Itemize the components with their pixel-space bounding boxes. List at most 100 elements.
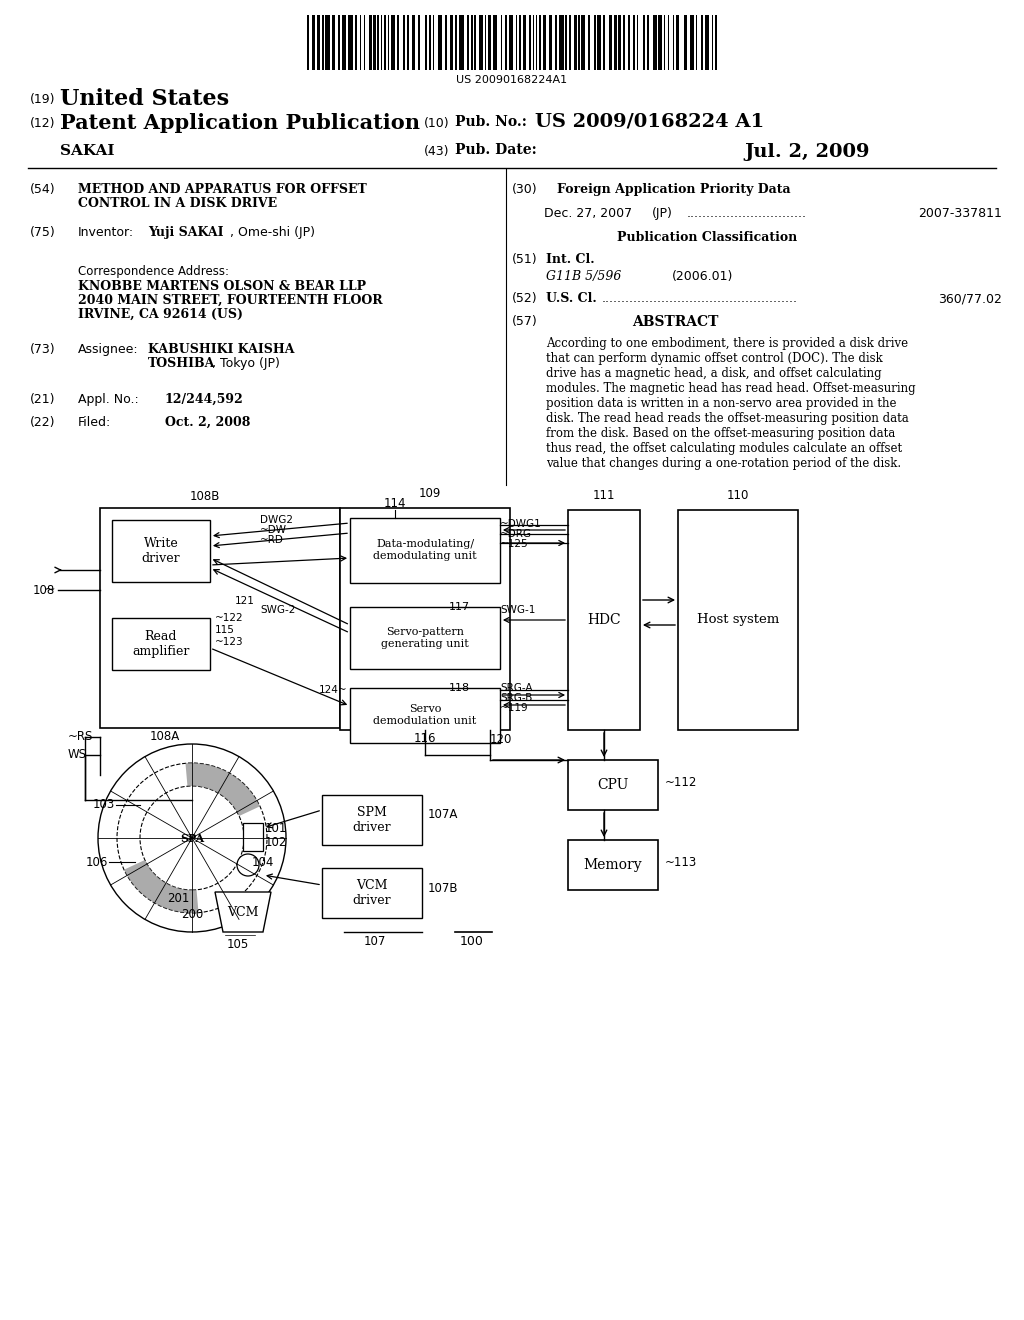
Text: 114: 114	[384, 498, 407, 510]
Bar	[579, 15, 580, 70]
Bar	[684, 15, 687, 70]
Text: ~DRG: ~DRG	[500, 529, 532, 539]
Bar	[695, 15, 697, 70]
Text: (43): (43)	[424, 145, 450, 158]
Text: 200: 200	[181, 908, 203, 921]
Wedge shape	[124, 859, 199, 913]
Bar	[549, 15, 552, 70]
Bar	[350, 688, 500, 743]
Text: 105: 105	[227, 939, 249, 950]
Text: Host system: Host system	[697, 614, 779, 627]
Text: 110: 110	[727, 488, 750, 502]
Bar	[311, 15, 315, 70]
Bar	[706, 15, 709, 70]
Text: ~119: ~119	[500, 704, 528, 713]
Text: 111: 111	[593, 488, 615, 502]
Text: (10): (10)	[424, 117, 450, 129]
Text: Int. Cl.: Int. Cl.	[546, 253, 595, 267]
Text: (51): (51)	[512, 253, 538, 267]
Bar	[471, 15, 473, 70]
Text: Pub. Date:: Pub. Date:	[455, 143, 537, 157]
Text: VCM
driver: VCM driver	[352, 879, 391, 907]
Bar	[523, 15, 526, 70]
Bar	[637, 15, 638, 70]
Text: 104: 104	[252, 855, 274, 869]
Text: 12/244,592: 12/244,592	[165, 393, 244, 407]
Bar	[494, 15, 497, 70]
Text: 107: 107	[364, 935, 386, 948]
Bar	[608, 15, 611, 70]
Text: Pub. No.:: Pub. No.:	[455, 115, 527, 129]
Bar	[359, 15, 361, 70]
Text: 107A: 107A	[428, 808, 459, 821]
Text: ~: ~	[43, 583, 55, 597]
Bar	[340, 508, 510, 730]
Bar	[712, 15, 714, 70]
Text: ~DWG1: ~DWG1	[500, 519, 542, 529]
Bar	[407, 15, 410, 70]
Text: Servo-pattern
generating unit: Servo-pattern generating unit	[381, 627, 469, 649]
Bar	[243, 822, 263, 851]
Bar	[418, 15, 420, 70]
Bar	[332, 15, 335, 70]
Text: 107B: 107B	[428, 882, 459, 895]
Text: SRG-A: SRG-A	[500, 682, 532, 693]
Text: ~DW: ~DW	[260, 525, 287, 535]
Text: ~112: ~112	[665, 776, 697, 788]
Bar	[384, 15, 386, 70]
Text: (52): (52)	[512, 292, 538, 305]
Bar	[614, 15, 616, 70]
Text: CONTROL IN A DISK DRIVE: CONTROL IN A DISK DRIVE	[78, 197, 278, 210]
Bar	[597, 15, 601, 70]
Bar	[451, 15, 454, 70]
Bar	[555, 15, 557, 70]
Text: 116: 116	[414, 733, 436, 744]
Text: 101: 101	[265, 821, 288, 834]
Text: WS: WS	[68, 748, 87, 762]
Text: Inventor:: Inventor:	[78, 226, 134, 239]
Text: 121: 121	[236, 597, 255, 606]
Text: Write
driver: Write driver	[141, 537, 180, 565]
Circle shape	[237, 854, 259, 876]
Bar	[594, 15, 596, 70]
Bar	[467, 15, 469, 70]
Text: US 20090168224A1: US 20090168224A1	[457, 75, 567, 84]
Text: 2007-337811: 2007-337811	[919, 207, 1002, 220]
Bar	[479, 15, 483, 70]
Text: VCM: VCM	[227, 907, 259, 920]
Bar	[100, 508, 340, 729]
Bar	[338, 15, 340, 70]
Text: ~RD: ~RD	[260, 535, 284, 545]
Text: ~RS: ~RS	[68, 730, 93, 743]
Bar	[543, 15, 546, 70]
Bar	[388, 15, 389, 70]
Text: Appl. No.:: Appl. No.:	[78, 393, 138, 407]
Bar	[322, 795, 422, 845]
Bar	[664, 15, 666, 70]
Text: (30): (30)	[512, 183, 538, 195]
Bar	[647, 15, 649, 70]
Bar	[391, 15, 395, 70]
Text: 115: 115	[215, 624, 234, 635]
Bar	[528, 15, 531, 70]
Text: (22): (22)	[30, 416, 55, 429]
Bar	[628, 15, 630, 70]
Bar	[322, 869, 422, 917]
Text: ..............................: ..............................	[687, 207, 807, 220]
Bar	[539, 15, 542, 70]
Bar	[487, 15, 490, 70]
Bar	[715, 15, 718, 70]
Text: Servo
demodulation unit: Servo demodulation unit	[374, 704, 476, 726]
Text: KNOBBE MARTENS OLSON & BEAR LLP: KNOBBE MARTENS OLSON & BEAR LLP	[78, 280, 367, 293]
Bar	[355, 15, 356, 70]
Text: 108: 108	[33, 583, 55, 597]
Text: 360/77.02: 360/77.02	[938, 292, 1002, 305]
Bar	[668, 15, 670, 70]
Bar	[618, 15, 622, 70]
Bar	[445, 15, 447, 70]
Text: Memory: Memory	[584, 858, 642, 873]
Text: 2040 MAIN STREET, FOURTEENTH FLOOR: 2040 MAIN STREET, FOURTEENTH FLOOR	[78, 294, 383, 308]
Bar	[484, 15, 486, 70]
Text: 108B: 108B	[189, 490, 220, 503]
Polygon shape	[215, 892, 271, 932]
